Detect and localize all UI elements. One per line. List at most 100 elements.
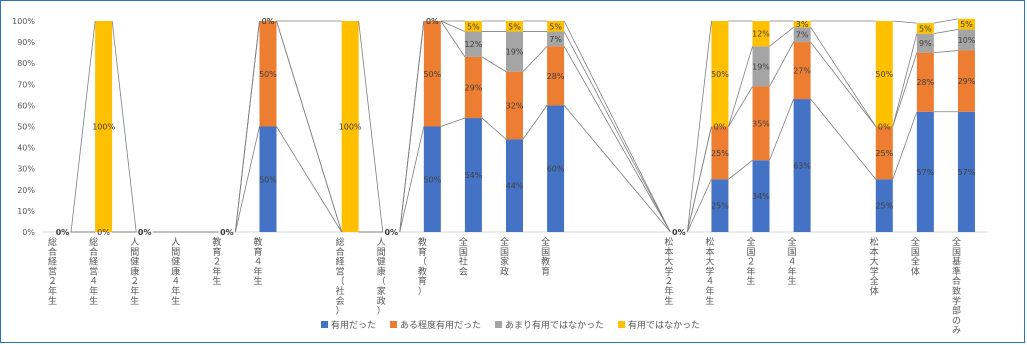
series-line <box>563 46 671 233</box>
data-label: 0% <box>384 228 398 237</box>
bar-segment <box>711 179 729 232</box>
series-line <box>440 20 466 32</box>
data-label: 27% <box>793 67 811 76</box>
data-label: 54% <box>465 171 483 180</box>
category-label: 全国全体 <box>911 236 920 277</box>
category-label: 総合経営２年生 <box>48 236 57 307</box>
bar-segment <box>506 71 523 140</box>
data-label: 63% <box>793 162 811 171</box>
series-line <box>481 117 507 140</box>
category-label: 人間健康２年生 <box>130 237 139 307</box>
legend-label: 有用ではなかった <box>628 319 700 331</box>
bar-segment <box>752 160 770 232</box>
data-label: 0% <box>672 228 686 237</box>
data-label: 35% <box>752 119 770 128</box>
y-tick-label: 30% <box>17 165 35 174</box>
data-label: 12% <box>752 30 770 39</box>
category-label: 全国教育 <box>541 236 550 277</box>
bar-segment <box>957 29 975 51</box>
series-line <box>70 20 96 233</box>
bar-segment <box>711 21 729 127</box>
data-label: 100% <box>92 123 115 132</box>
bar-segment <box>752 46 770 87</box>
bar-segment <box>506 31 523 72</box>
data-label: 3% <box>796 20 809 29</box>
y-tick-label: 100% <box>12 17 35 26</box>
data-label: 28% <box>547 72 565 81</box>
data-label: 34% <box>752 192 770 201</box>
bar-segment <box>464 118 482 232</box>
series-line <box>276 126 342 233</box>
category-label-layer: 総合経営２年生 総合経営４年生 人間健康２年生 人間健康４年生 教育２年生 教育４年生 総合… <box>48 236 961 336</box>
data-label: 0% <box>878 123 891 132</box>
series-line <box>276 20 343 233</box>
bar-segment <box>916 52 934 112</box>
series-line <box>440 20 466 58</box>
data-label: 0% <box>220 228 234 237</box>
series-line <box>358 20 384 233</box>
series-line <box>522 105 548 140</box>
series-line <box>399 126 425 233</box>
y-tick-label: 50% <box>17 123 35 132</box>
data-label: 25% <box>875 149 893 158</box>
data-label: 32% <box>506 101 524 110</box>
bar-segment <box>259 126 277 232</box>
y-tick-label: 80% <box>17 59 35 68</box>
category-label: 全国基準合致学部のみ <box>952 236 961 336</box>
category-label: 総合経営４年生 <box>89 236 98 307</box>
bar-segment <box>341 21 359 232</box>
data-label: 5% <box>508 22 521 31</box>
data-label: 57% <box>958 168 976 177</box>
bar-segment <box>793 27 811 43</box>
series-line <box>892 33 918 127</box>
series-line <box>111 20 137 233</box>
bar-segment <box>547 21 565 32</box>
bar-segment <box>423 21 441 127</box>
bar-segment <box>916 111 934 232</box>
series-line <box>769 98 794 161</box>
series-line <box>522 46 548 72</box>
series-line <box>933 18 959 24</box>
category-label: 教育４年生 <box>253 236 262 287</box>
category-label: 全国４年生 <box>788 236 797 287</box>
y-tick-label: 70% <box>17 80 35 89</box>
category-label: 全国家政 <box>500 236 509 277</box>
series-line <box>810 41 877 127</box>
series-line <box>686 179 712 233</box>
legend: 有用だった ある程度有用だった あまり有用ではなかった 有用ではなかった <box>321 319 700 331</box>
data-label: 0% <box>426 17 439 26</box>
series-line <box>892 52 918 127</box>
series-line <box>686 126 712 233</box>
data-label-layer: 0% 0% 0% 0% 50% 0% 50% 54% 44% 60% 0% 25% 34% 63% 25% 5… <box>56 17 976 237</box>
category-label: 全国社会 <box>459 236 468 277</box>
bar-segment <box>506 139 523 232</box>
data-label: 7% <box>549 35 562 44</box>
data-label: 0% <box>97 228 110 237</box>
data-label: 12% <box>465 40 483 49</box>
data-label: 50% <box>711 70 729 79</box>
bar-segment <box>916 33 934 53</box>
series-line <box>769 41 794 87</box>
series-line <box>728 86 753 127</box>
data-label: 44% <box>506 182 524 191</box>
series-line <box>399 20 425 233</box>
data-label: 25% <box>875 202 893 211</box>
data-label: 60% <box>547 165 565 174</box>
series-line <box>440 117 466 127</box>
bar-segment <box>957 18 975 30</box>
series-line <box>686 20 712 233</box>
series-line <box>892 111 918 180</box>
bar-segment <box>793 21 811 28</box>
bar-segment <box>259 21 277 127</box>
bar-segment <box>547 31 565 47</box>
legend-swatch <box>618 321 626 328</box>
category-label: 人間健康（家政） <box>377 237 386 317</box>
bar-segment <box>957 50 975 112</box>
data-label: 100% <box>339 123 362 132</box>
bar-segment <box>464 31 482 57</box>
data-label: 25% <box>711 149 729 158</box>
data-label: 7% <box>796 31 809 40</box>
data-label: 0% <box>138 228 152 237</box>
data-label: 0% <box>56 228 70 237</box>
bar-segment <box>547 105 565 232</box>
